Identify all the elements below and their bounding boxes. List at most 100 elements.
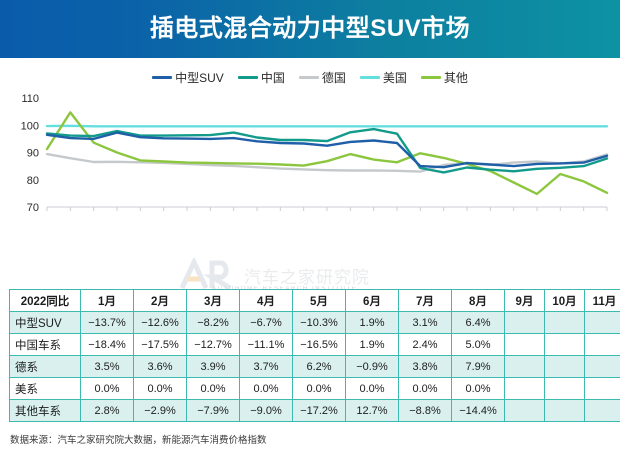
table-cell: 0.0%	[345, 377, 399, 400]
table-cell: −16.5%	[292, 333, 346, 356]
table-cell	[504, 311, 545, 334]
table-column-header: 7月	[398, 289, 452, 312]
table-cell: −13.7%	[80, 311, 134, 334]
table-cell	[504, 333, 545, 356]
table-cell	[584, 399, 620, 422]
table-cell: −0.9%	[345, 355, 399, 378]
table-column-header: 5月	[292, 289, 346, 312]
legend-item-3[interactable]: 美国	[359, 69, 407, 86]
table-cell	[544, 377, 585, 400]
table-row-header: 德系	[9, 355, 81, 378]
table-cell: −8.2%	[186, 311, 240, 334]
y-axis-tick-label: 100	[21, 120, 39, 132]
table-cell: −17.2%	[292, 399, 346, 422]
table-cell: 7.9%	[451, 355, 505, 378]
table-cell: 3.5%	[80, 355, 134, 378]
table-row: 美系 0.0% 0.0% 0.0% 0.0% 0.0% 0.0% 0.0% 0.0%	[9, 377, 620, 400]
table-cell: 3.6%	[133, 355, 187, 378]
table-cell	[544, 311, 585, 334]
table-cell	[544, 333, 585, 356]
legend-item-1[interactable]: 中国	[237, 69, 285, 86]
data-table-wrapper: 2022同比1月2月3月4月5月6月7月8月9月10月11月12月 中型SUV−…	[9, 289, 620, 422]
table-header: 2022同比1月2月3月4月5月6月7月8月9月10月11月12月	[9, 289, 620, 312]
table-cell	[504, 399, 545, 422]
legend-label: 中国	[260, 70, 285, 85]
legend-swatch-icon	[298, 75, 319, 79]
legend-swatch-icon	[420, 75, 441, 79]
line-chart: 70 80 90 100 110	[21, 93, 609, 214]
table-cell: 5.0%	[451, 333, 505, 356]
table-cell: −7.9%	[186, 399, 240, 422]
table-row-header: 美系	[9, 377, 81, 400]
table-cell: −12.7%	[186, 333, 240, 356]
yoy-data-table: 2022同比1月2月3月4月5月6月7月8月9月10月11月12月 中型SUV−…	[9, 289, 620, 422]
table-column-header: 6月	[345, 289, 399, 312]
table-cell: 0.0%	[133, 377, 187, 400]
table-cell: 12.7%	[345, 399, 399, 422]
table-cell: 0.0%	[80, 377, 134, 400]
table-cell: 1.9%	[345, 311, 399, 334]
table-cell	[584, 311, 620, 334]
table-row-header: 中国车系	[9, 333, 81, 356]
table-cell: −10.3%	[292, 311, 346, 334]
table-cell: 0.0%	[186, 377, 240, 400]
y-axis-tick-label: 90	[27, 148, 39, 160]
source-note: 数据来源：汽车之家研究院大数据，新能源汽车消费价格指数	[10, 435, 267, 446]
table-cell: −2.9%	[133, 399, 187, 422]
legend-item-2[interactable]: 德国	[298, 69, 346, 86]
table-cell: 3.1%	[398, 311, 452, 334]
table-cell: −9.0%	[239, 399, 293, 422]
table-cell: −8.8%	[398, 399, 452, 422]
legend-item-4[interactable]: 其他	[420, 69, 468, 86]
y-axis-tick-label: 110	[21, 93, 39, 105]
table-column-header: 3月	[186, 289, 240, 312]
table-cell	[584, 377, 620, 400]
table-column-header: 11月	[584, 289, 620, 312]
table-cell	[504, 377, 545, 400]
table-cell	[584, 333, 620, 356]
table-column-header: 4月	[239, 289, 293, 312]
table-cell: −18.4%	[80, 333, 134, 356]
table-cell: 3.9%	[186, 355, 240, 378]
table-cell: 3.8%	[398, 355, 452, 378]
header-banner: 插电式混合动力中型SUV市场	[0, 0, 620, 58]
table-cell: 3.7%	[239, 355, 293, 378]
table-cell: 1.9%	[345, 333, 399, 356]
page-title: 插电式混合动力中型SUV市场	[149, 15, 471, 42]
table-column-header: 8月	[451, 289, 505, 312]
table-row-header: 其他车系	[9, 399, 81, 422]
table-cell	[544, 399, 585, 422]
table-cell: 0.0%	[292, 377, 346, 400]
table-row: 德系 3.5% 3.6% 3.9% 3.7% 6.2% −0.9% 3.8% 7.9%	[9, 355, 620, 378]
chart-series-line	[45, 127, 609, 174]
table-cell: 0.0%	[239, 377, 293, 400]
table-row: 中国车系 −18.4% −17.5% −12.7% −11.1% −16.5% 1.9% 2.…	[9, 333, 620, 356]
table-cell	[544, 355, 585, 378]
table-cell: 2.8%	[80, 399, 134, 422]
table-cell: 0.0%	[398, 377, 452, 400]
table-cell: −17.5%	[133, 333, 187, 356]
table-header-row: 2022同比1月2月3月4月5月6月7月8月9月10月11月12月	[9, 289, 620, 312]
legend-label: 中型SUV	[175, 70, 224, 85]
legend-swatch-icon	[359, 75, 380, 79]
chart-series-line	[45, 131, 609, 169]
chart-series-line	[45, 124, 609, 128]
table-row-header: 中型SUV	[9, 311, 81, 334]
table-cell: −6.7%	[239, 311, 293, 334]
table-column-header: 1月	[80, 289, 134, 312]
legend-label: 美国	[382, 70, 407, 85]
table-cell: −12.6%	[133, 311, 187, 334]
table-column-header: 10月	[544, 289, 585, 312]
table-cell	[584, 355, 620, 378]
table-cell: 0.0%	[451, 377, 505, 400]
legend-label: 其他	[443, 70, 468, 85]
chart-series-line	[45, 152, 609, 173]
table-row: 其他车系 2.8% −2.9% −7.9% −9.0% −17.2% 12.7% −8.8% −…	[9, 399, 620, 422]
legend-swatch-icon	[237, 75, 258, 79]
table-cell: −11.1%	[239, 333, 293, 356]
table-cell: 6.4%	[451, 311, 505, 334]
legend-label: 德国	[321, 70, 346, 85]
y-axis-tick-label: 80	[27, 175, 39, 187]
legend-item-0[interactable]: 中型SUV	[152, 69, 224, 86]
